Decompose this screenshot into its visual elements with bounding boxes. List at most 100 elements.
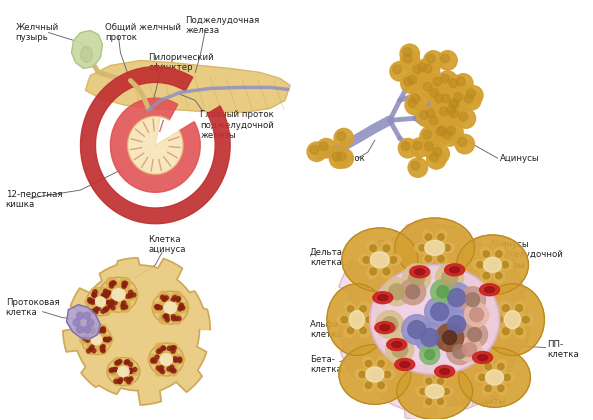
Circle shape [329, 149, 349, 168]
Ellipse shape [397, 363, 473, 419]
Ellipse shape [167, 343, 178, 356]
Ellipse shape [337, 315, 352, 325]
Circle shape [109, 281, 116, 287]
Circle shape [438, 399, 444, 404]
Circle shape [112, 281, 116, 285]
Ellipse shape [112, 289, 125, 301]
Circle shape [162, 297, 166, 301]
Circle shape [73, 319, 80, 326]
Circle shape [317, 139, 336, 158]
Ellipse shape [370, 265, 499, 375]
Circle shape [442, 310, 471, 340]
Circle shape [122, 302, 127, 308]
Circle shape [420, 79, 439, 98]
Ellipse shape [500, 372, 515, 383]
Ellipse shape [400, 362, 410, 368]
Ellipse shape [101, 335, 113, 344]
Ellipse shape [480, 247, 492, 261]
Circle shape [466, 293, 480, 307]
Circle shape [158, 349, 162, 353]
Circle shape [401, 142, 410, 151]
Circle shape [409, 270, 425, 286]
Circle shape [96, 307, 100, 310]
Circle shape [173, 295, 179, 301]
Circle shape [169, 346, 175, 352]
Ellipse shape [518, 314, 534, 325]
Ellipse shape [495, 360, 506, 373]
Circle shape [124, 360, 128, 365]
Circle shape [440, 127, 460, 146]
Circle shape [85, 336, 88, 340]
Circle shape [103, 337, 107, 341]
Circle shape [76, 326, 84, 333]
Ellipse shape [410, 266, 430, 278]
Ellipse shape [91, 304, 100, 316]
Circle shape [413, 65, 422, 74]
Circle shape [171, 349, 175, 353]
Circle shape [172, 369, 176, 373]
Circle shape [334, 129, 353, 148]
Circle shape [426, 150, 446, 169]
Circle shape [92, 349, 96, 353]
Circle shape [403, 47, 412, 56]
Ellipse shape [380, 241, 393, 255]
Circle shape [106, 306, 110, 310]
Circle shape [426, 113, 446, 132]
Circle shape [156, 304, 160, 309]
Circle shape [449, 79, 458, 88]
Circle shape [389, 284, 405, 300]
Circle shape [341, 317, 347, 323]
Ellipse shape [358, 324, 369, 337]
Text: Бета-
клетка: Бета- клетка [310, 354, 342, 374]
Ellipse shape [117, 367, 129, 376]
Circle shape [392, 341, 408, 357]
Ellipse shape [327, 284, 387, 355]
Circle shape [460, 287, 486, 312]
Circle shape [429, 89, 438, 97]
Circle shape [111, 369, 116, 374]
Ellipse shape [435, 365, 455, 378]
Text: Клетка
ацинуса: Клетка ацинуса [148, 235, 186, 255]
Circle shape [423, 64, 432, 73]
Ellipse shape [123, 289, 138, 300]
Circle shape [177, 297, 180, 301]
Circle shape [91, 309, 95, 313]
Circle shape [441, 74, 449, 83]
Circle shape [477, 262, 483, 268]
Ellipse shape [91, 334, 102, 345]
Circle shape [127, 378, 131, 382]
Ellipse shape [483, 381, 494, 395]
Circle shape [398, 139, 417, 158]
Circle shape [171, 315, 175, 319]
Circle shape [456, 109, 476, 128]
Circle shape [420, 61, 440, 80]
Circle shape [378, 360, 384, 367]
Circle shape [126, 378, 131, 383]
Circle shape [463, 343, 477, 357]
Circle shape [383, 245, 390, 252]
Circle shape [496, 273, 502, 279]
Circle shape [122, 301, 126, 305]
Circle shape [133, 368, 137, 371]
Circle shape [435, 94, 444, 103]
Circle shape [90, 330, 94, 334]
Circle shape [404, 77, 412, 86]
Circle shape [334, 149, 353, 168]
Circle shape [347, 306, 353, 312]
Ellipse shape [114, 357, 123, 368]
Circle shape [425, 234, 432, 240]
Ellipse shape [148, 354, 162, 365]
Ellipse shape [119, 299, 130, 312]
Circle shape [504, 374, 510, 381]
Circle shape [181, 306, 184, 310]
Circle shape [448, 289, 466, 307]
Circle shape [439, 107, 448, 116]
Circle shape [360, 306, 366, 312]
Circle shape [109, 302, 116, 308]
Circle shape [366, 317, 372, 323]
Circle shape [132, 293, 136, 297]
Circle shape [464, 86, 483, 105]
Ellipse shape [81, 325, 111, 354]
Ellipse shape [100, 277, 138, 312]
Ellipse shape [375, 378, 387, 392]
